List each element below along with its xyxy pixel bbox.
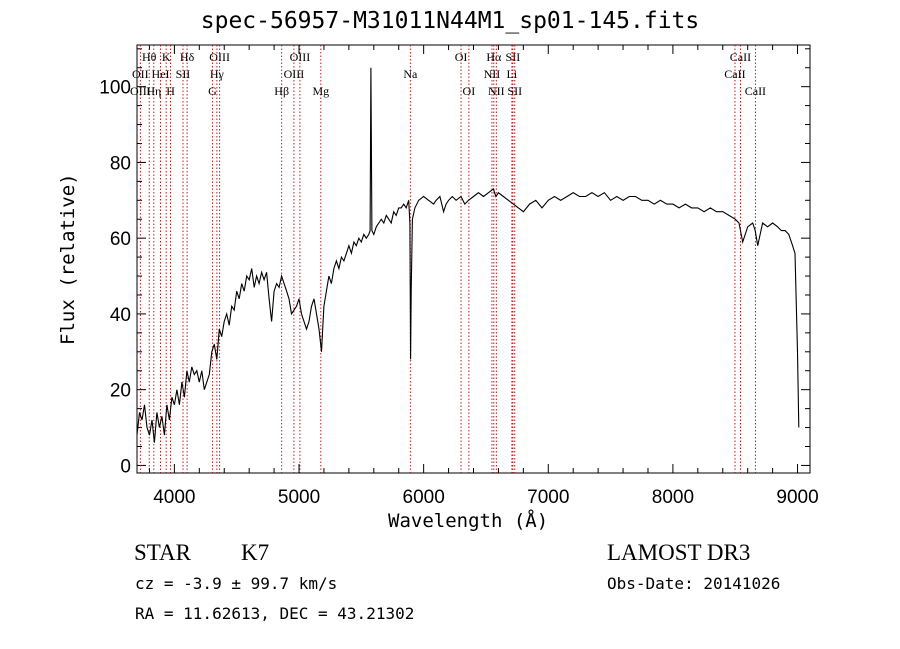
spectral-line-label: Hθ [142, 50, 157, 64]
y-tick-label: 100 [99, 78, 131, 99]
spectral-line-label: Li [507, 67, 518, 81]
spectral-line-label: Hη [146, 84, 161, 98]
spectral-line-label: Mg [312, 84, 329, 98]
y-tick-label: 20 [110, 381, 131, 402]
spectral-line-label: SII [506, 50, 521, 64]
x-tick-label: 7000 [527, 487, 569, 508]
spectral-line-label: OIII [130, 84, 151, 98]
spectral-line-label: K [162, 50, 171, 64]
y-axis-label: Flux (relative) [57, 173, 79, 345]
x-axis-label: Wavelength (Å) [388, 510, 549, 532]
x-tick-label: 8000 [652, 487, 694, 508]
spectral-line-label: CaII [730, 50, 751, 64]
spectral-line-label: CaII [745, 84, 766, 98]
survey-name: LAMOST DR3 [607, 540, 751, 565]
spectral-line-label: OI [455, 50, 468, 64]
x-tick-label: 4000 [153, 487, 195, 508]
spectral-line-label: Hδ [180, 50, 195, 64]
x-tick-label: 9000 [776, 487, 818, 508]
spectral-line-label: OIII [209, 50, 230, 64]
plot-frame [136, 44, 811, 474]
object-subclass: K7 [241, 540, 270, 565]
spectral-line-label: NII [484, 67, 501, 81]
redshift-text: cz = -3.9 ± 99.7 km/s [135, 574, 338, 593]
chart-title: spec-56957-M31011N44M1_sp01-145.fits [200, 8, 700, 34]
spectrum-line [136, 67, 800, 443]
coordinates: RA = 11.62613, DEC = 43.21302 [135, 604, 415, 623]
spectral-line-label: SII [176, 67, 191, 81]
y-tick-label: 0 [120, 456, 131, 477]
y-tick-label: 80 [110, 153, 131, 174]
spectral-line-label: Hβ [274, 84, 289, 98]
object-class: STAR [134, 540, 191, 565]
spectral-line-label: Hγ [210, 67, 225, 81]
spectral-line-label: NII [488, 84, 505, 98]
y-tick-label: 60 [110, 229, 131, 250]
spectral-line-label: OIII [290, 50, 311, 64]
spectral-line-label: OIII [284, 67, 305, 81]
obs-date: Obs-Date: 20141026 [607, 574, 781, 593]
x-tick-label: 6000 [403, 487, 445, 508]
spectral-line-label: Na [403, 67, 418, 81]
spectral-line-label: G [208, 84, 217, 98]
x-tick-label: 5000 [278, 487, 320, 508]
spectral-line-label: H [166, 84, 175, 98]
spectral-line-label: OII [132, 67, 149, 81]
spectral-line-label: OI [463, 84, 476, 98]
y-tick-label: 40 [110, 305, 131, 326]
spectral-line-label: SII [507, 84, 522, 98]
spectral-line-label: CaII [724, 67, 745, 81]
spectral-line-label: HeI [152, 67, 170, 81]
spectral-line-label: Hα [486, 50, 502, 64]
